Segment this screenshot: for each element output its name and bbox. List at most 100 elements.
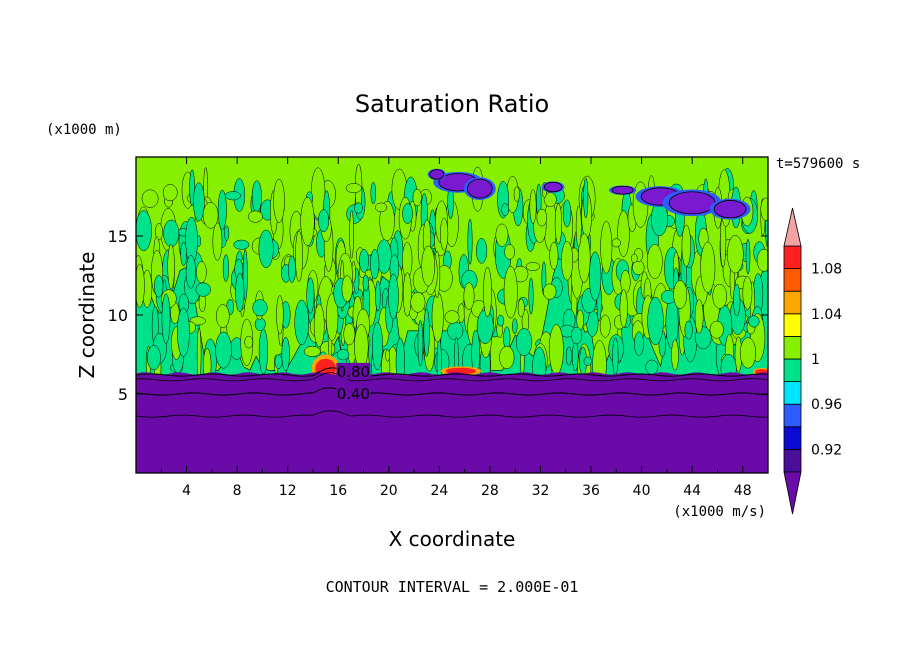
y-unit-label: (x1000 m) xyxy=(46,122,122,138)
colorbar-segment xyxy=(783,313,802,337)
noise-patch xyxy=(276,295,284,335)
noise-patch xyxy=(536,208,548,227)
noise-patch xyxy=(571,326,583,345)
noise-patch xyxy=(495,223,509,247)
chart-title: Saturation Ratio xyxy=(355,90,549,118)
x-tick-label: 40 xyxy=(633,483,651,499)
noise-patch xyxy=(295,230,303,282)
colorbar-label: 0.96 xyxy=(811,397,842,413)
noise-patch xyxy=(517,298,525,318)
noise-patch xyxy=(528,277,534,315)
colorbar-segment xyxy=(783,448,802,473)
noise-patch xyxy=(504,244,515,260)
x-axis-label: X coordinate xyxy=(389,527,516,551)
noise-patch xyxy=(177,307,190,357)
y-tick-label: 10 xyxy=(108,306,128,325)
colorbar-segment xyxy=(783,358,802,383)
noise-patch xyxy=(303,345,321,357)
noise-patch xyxy=(244,335,254,349)
cloud-patch xyxy=(543,181,563,193)
colorbar-segment xyxy=(783,335,802,360)
noise-patch xyxy=(542,283,557,300)
noise-patch xyxy=(733,283,741,317)
noise-patch xyxy=(599,314,611,338)
noise-patch xyxy=(359,248,369,273)
noise-patch xyxy=(417,319,424,367)
noise-patch xyxy=(196,327,202,380)
x-tick-label: 28 xyxy=(481,483,499,499)
cloud-patch xyxy=(467,178,493,199)
noise-patch xyxy=(739,337,757,369)
noise-patch xyxy=(423,308,430,357)
noise-patch xyxy=(258,328,268,375)
noise-patch xyxy=(252,299,268,317)
noise-patch xyxy=(217,189,227,230)
colorbar-segment xyxy=(783,426,802,450)
colorbar-segment xyxy=(783,245,802,270)
noise-patch xyxy=(549,241,559,270)
noise-patch xyxy=(463,282,475,310)
noise-patch xyxy=(499,345,515,370)
noise-patch xyxy=(712,283,727,309)
noise-patch xyxy=(195,282,211,297)
noise-patch xyxy=(222,254,229,282)
noise-patch xyxy=(457,303,465,323)
noise-patch xyxy=(476,309,494,344)
noise-patch xyxy=(634,331,644,356)
noise-patch xyxy=(709,320,724,339)
noise-patch xyxy=(349,210,354,259)
noise-patch xyxy=(501,203,510,216)
noise-patch xyxy=(611,238,621,248)
time-label: t=579600 s xyxy=(776,156,860,172)
noise-patch xyxy=(224,191,241,201)
noise-patch xyxy=(336,349,350,361)
noise-patch xyxy=(343,323,356,346)
noise-patch xyxy=(681,224,691,267)
noise-patch xyxy=(154,274,164,298)
colorbar-label: 1 xyxy=(811,352,820,368)
noise-patch xyxy=(421,245,435,287)
noise-patch xyxy=(612,337,619,376)
noise-patch xyxy=(727,235,744,274)
noise-patch xyxy=(375,202,388,213)
noise-patch xyxy=(620,270,631,294)
y-axis: 5 10 15 xyxy=(108,227,768,404)
noise-patch xyxy=(402,203,413,224)
noise-patch xyxy=(318,209,330,233)
noise-patch xyxy=(742,276,753,310)
noise-patch xyxy=(136,264,145,308)
noise-patch xyxy=(163,219,180,248)
noise-patch xyxy=(215,331,232,369)
colorbar-segment xyxy=(783,403,802,428)
noise-patch xyxy=(233,239,250,250)
contour-line xyxy=(136,387,768,396)
noise-patch xyxy=(193,182,205,222)
x-tick-label: 4 xyxy=(182,483,191,499)
noise-patch xyxy=(444,310,460,324)
noise-patch xyxy=(631,253,638,263)
noise-patch xyxy=(371,321,383,371)
cloud-patch xyxy=(668,191,716,215)
contour-line xyxy=(136,410,768,418)
noise-patch xyxy=(440,217,449,251)
noise-patch xyxy=(565,346,572,366)
colorbar-segment xyxy=(783,268,802,292)
noise-patch xyxy=(583,356,592,366)
noise-patch xyxy=(281,336,290,371)
noise-patch xyxy=(161,293,171,344)
colorbar-label: 1.04 xyxy=(811,307,842,323)
x-tick-label: 44 xyxy=(683,483,701,499)
noise-patch xyxy=(645,359,659,375)
cloud-patch xyxy=(429,169,445,180)
noise-patch xyxy=(745,238,751,275)
noise-patch xyxy=(185,255,196,289)
noise-patch xyxy=(548,324,564,375)
noise-patch xyxy=(248,210,263,223)
noise-patch xyxy=(561,241,574,281)
cloud-patch xyxy=(713,200,747,219)
noise-patch xyxy=(216,304,230,328)
noise-patch xyxy=(354,202,363,214)
noise-patch xyxy=(147,345,161,371)
cloud-patch xyxy=(611,185,634,195)
noise-patch xyxy=(756,248,768,272)
